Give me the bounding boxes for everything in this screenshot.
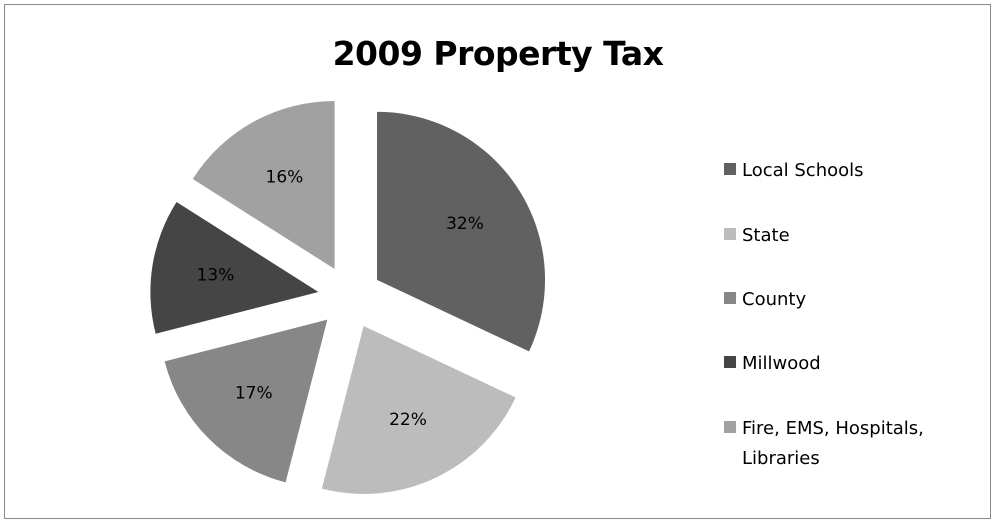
data-label-local-schools: 32%	[446, 214, 484, 234]
chart-title: 2009 Property Tax	[332, 34, 664, 73]
pie-slice-local-schools	[377, 111, 546, 352]
legend-item-county: County	[724, 285, 987, 315]
legend-label-county: County	[742, 289, 807, 310]
pie-slice-state	[321, 325, 516, 494]
legend-item-local-schools: Local Schools	[724, 156, 987, 186]
data-label-county: 17%	[235, 383, 273, 403]
legend-label-local-schools: Local Schools	[742, 160, 864, 181]
legend-item-state: State	[724, 221, 987, 251]
pie-slice-millwood	[150, 201, 319, 334]
legend-swatch-local-schools	[724, 163, 736, 175]
legend-label-millwood: Millwood	[742, 353, 821, 374]
legend-swatch-state	[724, 228, 736, 240]
legend-label-fire-ems-hospitals-libraries: Fire, EMS, Hospitals, Libraries	[742, 418, 924, 469]
legend-swatch-county	[724, 292, 736, 304]
legend-label-state: State	[742, 225, 790, 246]
data-label-fire-ems-hospitals-libraries: 16%	[266, 168, 304, 188]
legend-swatch-fire-ems-hospitals-libraries	[724, 421, 736, 433]
legend-item-fire-ems-hospitals-libraries: Fire, EMS, Hospitals, Libraries	[724, 414, 987, 474]
data-label-millwood: 13%	[197, 266, 235, 286]
legend-item-millwood: Millwood	[724, 349, 987, 379]
pie-slice-fire-ems-hospitals-libraries	[192, 100, 335, 269]
legend-swatch-millwood	[724, 356, 736, 368]
pie-slice-county	[164, 319, 328, 483]
data-label-state: 22%	[389, 410, 427, 430]
